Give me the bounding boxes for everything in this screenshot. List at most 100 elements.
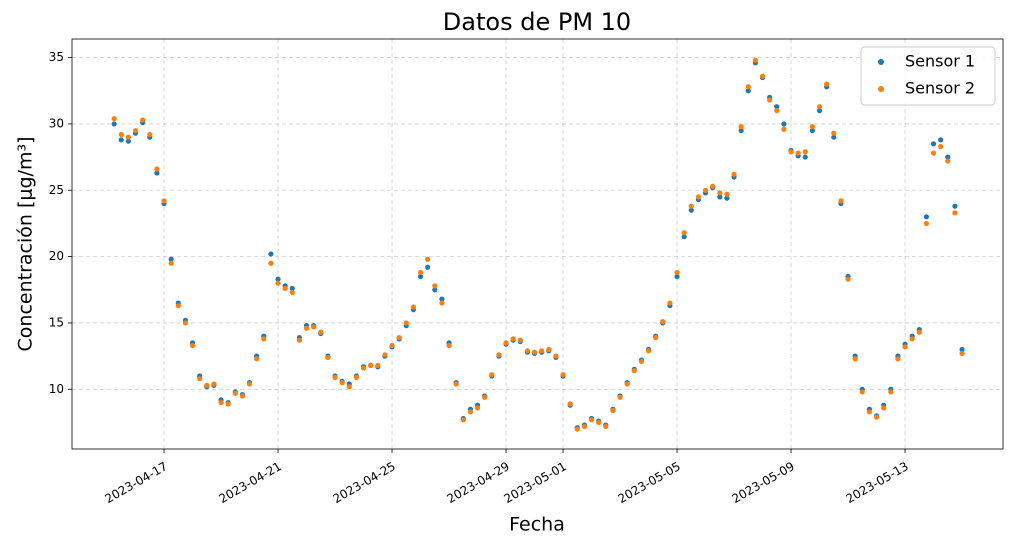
data-point (888, 389, 894, 395)
data-point (510, 336, 516, 342)
data-point (182, 320, 189, 326)
data-point (154, 166, 160, 172)
data-point (318, 329, 324, 335)
data-point (781, 121, 787, 127)
legend-marker (878, 59, 884, 65)
data-point (303, 325, 310, 331)
data-point (845, 276, 851, 282)
data-point (653, 334, 659, 341)
data-point (681, 230, 687, 236)
data-point (638, 358, 645, 365)
data-point (645, 348, 652, 354)
data-point (695, 194, 702, 200)
data-point (382, 352, 388, 358)
data-point (360, 365, 367, 371)
chart-title: Datos de PM 10 (443, 8, 631, 36)
x-axis-label: Fecha (509, 514, 565, 536)
data-point (959, 346, 965, 353)
data-point (809, 123, 816, 130)
data-point (617, 394, 623, 400)
data-point (140, 117, 146, 123)
data-point (410, 304, 417, 310)
data-point (425, 256, 431, 262)
data-point (631, 368, 637, 374)
x-tick-label: 2023-05-05 (616, 459, 683, 506)
data-point (717, 194, 723, 200)
data-point (403, 320, 409, 326)
data-point (368, 362, 374, 369)
data-point (282, 285, 288, 292)
data-point (752, 57, 759, 63)
data-point (539, 348, 545, 354)
data-point (624, 381, 630, 387)
data-point (517, 337, 523, 343)
data-point (417, 273, 424, 280)
data-point (895, 356, 901, 362)
x-tick-label: 2023-04-25 (331, 459, 398, 506)
data-point (788, 149, 794, 155)
data-point (375, 362, 381, 369)
data-point (439, 296, 445, 302)
data-point (916, 329, 922, 335)
data-point (909, 336, 915, 342)
y-tick-label: 25 (49, 183, 64, 197)
data-point (681, 234, 687, 240)
data-point (261, 336, 267, 342)
data-point (952, 210, 958, 216)
y-tick-label: 20 (49, 249, 64, 263)
data-point (731, 171, 737, 177)
data-point (688, 203, 694, 209)
data-point (396, 334, 402, 341)
data-point (417, 269, 424, 276)
data-point (831, 130, 837, 136)
data-point (232, 390, 238, 396)
data-point (275, 280, 281, 286)
y-tick-label: 10 (49, 382, 64, 396)
data-point (289, 285, 295, 292)
data-point (724, 191, 730, 197)
data-point (111, 116, 117, 122)
data-point (938, 143, 944, 150)
data-point (168, 260, 174, 266)
data-point (389, 342, 395, 349)
data-point (147, 131, 153, 138)
data-point (275, 276, 281, 282)
x-tick-label: 2023-04-21 (217, 459, 284, 506)
data-point (938, 137, 944, 143)
data-point (254, 356, 260, 362)
data-point (831, 134, 837, 140)
data-point (610, 407, 616, 414)
data-point (603, 423, 609, 430)
data-point (802, 154, 808, 160)
data-point (945, 154, 951, 160)
data-point (588, 417, 595, 423)
data-point (881, 405, 887, 411)
x-tick-label: 2023-05-09 (730, 459, 797, 506)
data-point (816, 104, 823, 110)
data-point (154, 170, 160, 176)
data-point (496, 352, 502, 358)
data-point (767, 97, 773, 103)
y-tick-label: 35 (49, 50, 64, 64)
data-point (574, 426, 580, 432)
data-point (197, 376, 203, 382)
data-point (339, 380, 345, 386)
data-point (296, 337, 303, 343)
data-point (204, 382, 210, 388)
data-point (959, 350, 965, 357)
data-point (118, 131, 124, 138)
data-point (923, 220, 930, 227)
data-point (816, 108, 823, 114)
data-point (189, 342, 196, 349)
data-point (930, 141, 937, 147)
data-point (161, 198, 167, 204)
data-point (489, 372, 495, 378)
data-point (809, 127, 816, 134)
data-point (560, 372, 566, 378)
data-point (667, 300, 673, 306)
data-point (774, 104, 780, 110)
data-point (859, 389, 865, 395)
data-point (453, 381, 459, 387)
data-point (581, 423, 588, 430)
data-point (268, 251, 274, 257)
